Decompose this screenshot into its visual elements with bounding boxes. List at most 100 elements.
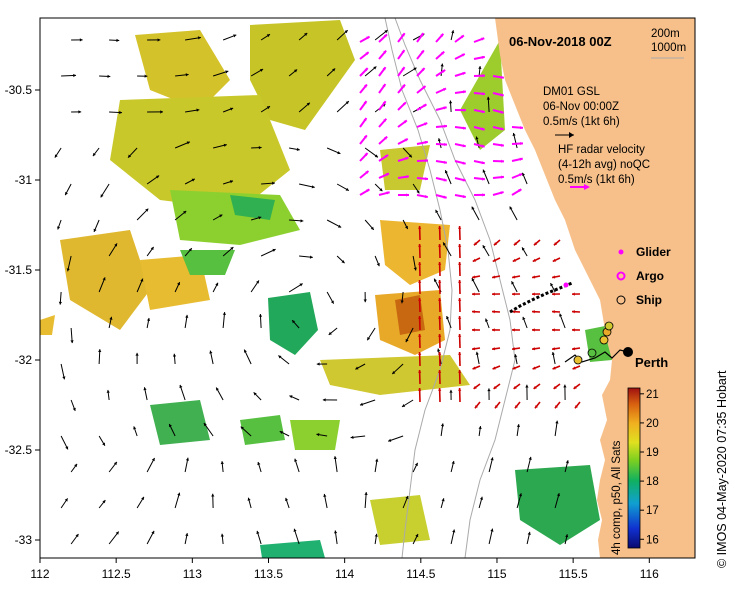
hf-radar-arrow-head bbox=[382, 67, 386, 71]
credit-text: © IMOS 04-May-2020 07:35 Hobart bbox=[715, 370, 729, 568]
current-arrow-head bbox=[266, 106, 270, 110]
legend-glider: Glider bbox=[636, 245, 671, 259]
hf-radar-arrow-head bbox=[403, 120, 407, 124]
sst-patch bbox=[515, 465, 600, 545]
glider-velocity-arrow-head bbox=[458, 298, 462, 301]
glider-velocity-arrow-head bbox=[418, 280, 422, 283]
current-arrow-head bbox=[330, 300, 334, 304]
current-arrow-head bbox=[278, 355, 282, 359]
glider-velocity-arrow-head bbox=[572, 310, 575, 314]
glider-velocity-arrow-head bbox=[512, 347, 516, 351]
hf-radar-arrow-head bbox=[482, 193, 485, 197]
glider-velocity-arrow-head bbox=[458, 370, 462, 373]
current-arrow-head bbox=[332, 68, 336, 72]
current-arrow-head bbox=[367, 337, 371, 341]
glider-velocity-arrow-head bbox=[572, 328, 575, 332]
current-arrow-head bbox=[364, 492, 368, 495]
current-arrow-head bbox=[258, 145, 262, 150]
isobath-1000m bbox=[384, 18, 453, 558]
x-tick-label: 112 bbox=[30, 567, 49, 581]
glider-velocity-arrow-head bbox=[472, 292, 475, 296]
current-arrow-head bbox=[322, 398, 326, 402]
current-arrow-head bbox=[556, 493, 561, 497]
glider-velocity-arrow-head bbox=[552, 292, 555, 296]
hf-radar-arrow-head bbox=[425, 177, 428, 181]
current-arrow-head bbox=[222, 312, 226, 315]
hf-radar-arrow-head bbox=[424, 122, 428, 126]
current-arrow-head bbox=[565, 534, 569, 538]
current-arrow-head bbox=[475, 136, 479, 140]
current-arrow-head bbox=[58, 301, 63, 305]
glider-velocity-arrow-head bbox=[512, 310, 515, 314]
current-arrow-head bbox=[219, 214, 223, 218]
hf-radar-arrow-head bbox=[519, 157, 523, 161]
current-arrow-head bbox=[416, 190, 420, 194]
current-arrow-head bbox=[413, 267, 417, 271]
legend-argo-icon bbox=[616, 271, 626, 281]
hf-radar-arrow-head bbox=[441, 69, 446, 73]
hf-radar-arrow-head bbox=[481, 144, 485, 148]
current-arrow-head bbox=[388, 438, 392, 442]
colorbar-label: 4h comp, p50, All Sats bbox=[611, 440, 623, 555]
current-arrow-head bbox=[299, 283, 303, 287]
hf-radar-arrow-head bbox=[520, 141, 523, 146]
current-arrow-head bbox=[172, 353, 177, 357]
current-arrow-head bbox=[185, 457, 190, 461]
glider-velocity-arrow-head bbox=[472, 275, 476, 279]
current-arrow-head bbox=[256, 280, 259, 284]
glider-velocity-arrow-head bbox=[458, 280, 462, 283]
current-arrow-head bbox=[128, 154, 132, 158]
current-arrow-head bbox=[185, 533, 189, 537]
colorbar bbox=[627, 387, 641, 549]
hf-radar-arrow-head bbox=[462, 144, 466, 148]
hf-radar-arrow-head bbox=[405, 156, 409, 161]
radar-info-line2: (4-12h avg) noQC bbox=[558, 159, 650, 171]
hf-radar-arrow-head bbox=[402, 102, 406, 106]
x-tick-label: 112.5 bbox=[102, 567, 131, 581]
glider-velocity-arrow-head bbox=[472, 347, 476, 351]
current-arrow-head bbox=[258, 216, 262, 220]
current-arrow-head bbox=[160, 110, 164, 114]
current-arrow-head bbox=[258, 313, 263, 317]
current-arrow-head bbox=[392, 370, 396, 375]
sst-patch bbox=[380, 220, 450, 285]
current-arrow-head bbox=[565, 460, 569, 464]
current-arrow-head bbox=[266, 34, 270, 38]
current-arrow-head bbox=[360, 402, 364, 406]
current-arrow-head bbox=[563, 384, 567, 388]
glider-velocity-arrow-head bbox=[458, 262, 462, 265]
glider-velocity-arrow-head bbox=[533, 385, 537, 389]
current-arrow-head bbox=[240, 426, 244, 430]
current-arrow-head bbox=[384, 30, 388, 34]
hf-radar-arrow-head bbox=[442, 88, 447, 92]
current-arrow-head bbox=[279, 431, 283, 435]
hf-radar-arrow-head bbox=[366, 36, 370, 40]
radar-info-line3: 0.5m/s (1kt 6h) bbox=[558, 174, 635, 186]
y-tick-label: -30.5 bbox=[5, 83, 33, 97]
hf-radar-arrow-head bbox=[420, 50, 424, 54]
current-arrow-head bbox=[449, 389, 453, 393]
hf-radar-arrow-head bbox=[462, 126, 466, 130]
current-arrow-head bbox=[509, 206, 513, 210]
glider-velocity-arrow-head bbox=[532, 310, 535, 314]
hf-radar-arrow-head bbox=[422, 86, 426, 90]
current-arrow-head bbox=[54, 154, 58, 158]
glider-velocity-arrow-head bbox=[572, 347, 576, 351]
glider-velocity-arrow-head bbox=[574, 405, 578, 409]
sst-patch bbox=[150, 400, 210, 445]
current-arrow-head bbox=[333, 456, 337, 460]
radar-scale-arrowhead bbox=[584, 184, 590, 190]
current-arrow-head bbox=[141, 496, 144, 501]
glider-velocity-arrow-head bbox=[513, 385, 517, 389]
hf-radar-arrow-head bbox=[401, 33, 405, 37]
glider-velocity-arrow-head bbox=[512, 328, 515, 332]
glider-info-line3: 0.5m/s (1kt 6h) bbox=[543, 116, 620, 128]
current-arrow-head bbox=[151, 458, 155, 462]
current-arrow-head bbox=[146, 318, 151, 322]
current-arrow-head bbox=[379, 188, 383, 192]
y-axis: -30.5 -31 -31.5 -32 -32.5 -33 bbox=[5, 83, 40, 547]
current-arrow-head bbox=[374, 533, 378, 537]
x-axis: 112 112.5 113 113.5 114 114.5 115 115.5 116 bbox=[30, 558, 659, 581]
current-arrow-head bbox=[253, 392, 257, 396]
current-arrow-head bbox=[183, 210, 187, 214]
